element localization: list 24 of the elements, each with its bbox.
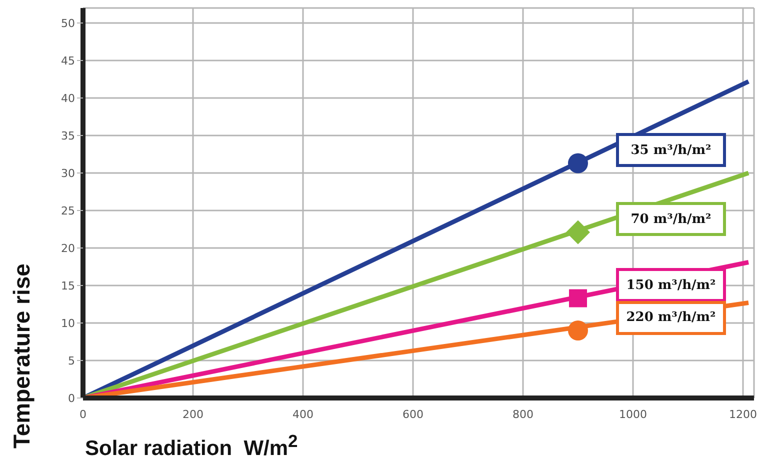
x-tick-label: 200 — [182, 408, 204, 421]
x-tick-label: 600 — [402, 408, 424, 421]
series-label: 220 m³/h/m² — [616, 300, 726, 334]
series-label: 70 m³/h/m² — [616, 202, 726, 236]
x-tick-label: 800 — [512, 408, 534, 421]
y-tick-label: 0 — [68, 392, 75, 405]
x-tick-label: 0 — [80, 408, 86, 421]
y-tick-label: 10 — [61, 316, 75, 330]
x-tick-label: 1200 — [729, 408, 757, 421]
y-axis-title: Temperature rise — [8, 264, 36, 448]
y-tick-label: 20 — [61, 242, 75, 255]
y-tick-label: 35 — [61, 129, 75, 142]
x-tick-label: 400 — [292, 408, 314, 421]
y-tick-label: 40 — [61, 92, 75, 105]
y-tick-label: 45 — [61, 54, 75, 68]
y-tick-label: 25 — [61, 204, 75, 218]
x-axis-title: Solar radiation W/m$^{2}$ — [85, 430, 298, 462]
y-tick-label: 5 — [68, 354, 75, 368]
series-label: 35 m³/h/m² — [616, 133, 726, 168]
y-tick-label: 15 — [61, 279, 75, 292]
y-tick-label: 30 — [61, 166, 75, 180]
y-tick-label: 50 — [61, 16, 75, 30]
x-tick-label: 1000 — [619, 408, 647, 421]
series-label: 150 m³/h/m² — [616, 268, 726, 302]
